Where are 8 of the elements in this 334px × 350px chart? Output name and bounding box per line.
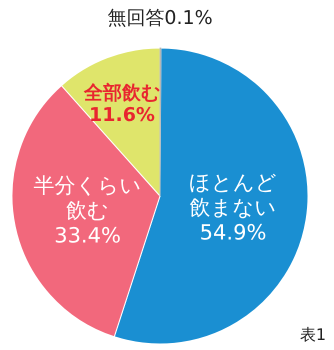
slice-label: 無回答0.1%	[107, 7, 213, 29]
slice-label: 半分くらい飲む	[32, 174, 143, 224]
data-label: 33.4%	[53, 224, 122, 249]
data-label: 11.6%	[88, 104, 156, 126]
data-label: 54.9%	[198, 220, 268, 246]
slice-label: 全部飲む	[82, 82, 162, 104]
text: 表1	[300, 325, 326, 344]
slice-label: ほとんど飲まない	[188, 170, 278, 220]
